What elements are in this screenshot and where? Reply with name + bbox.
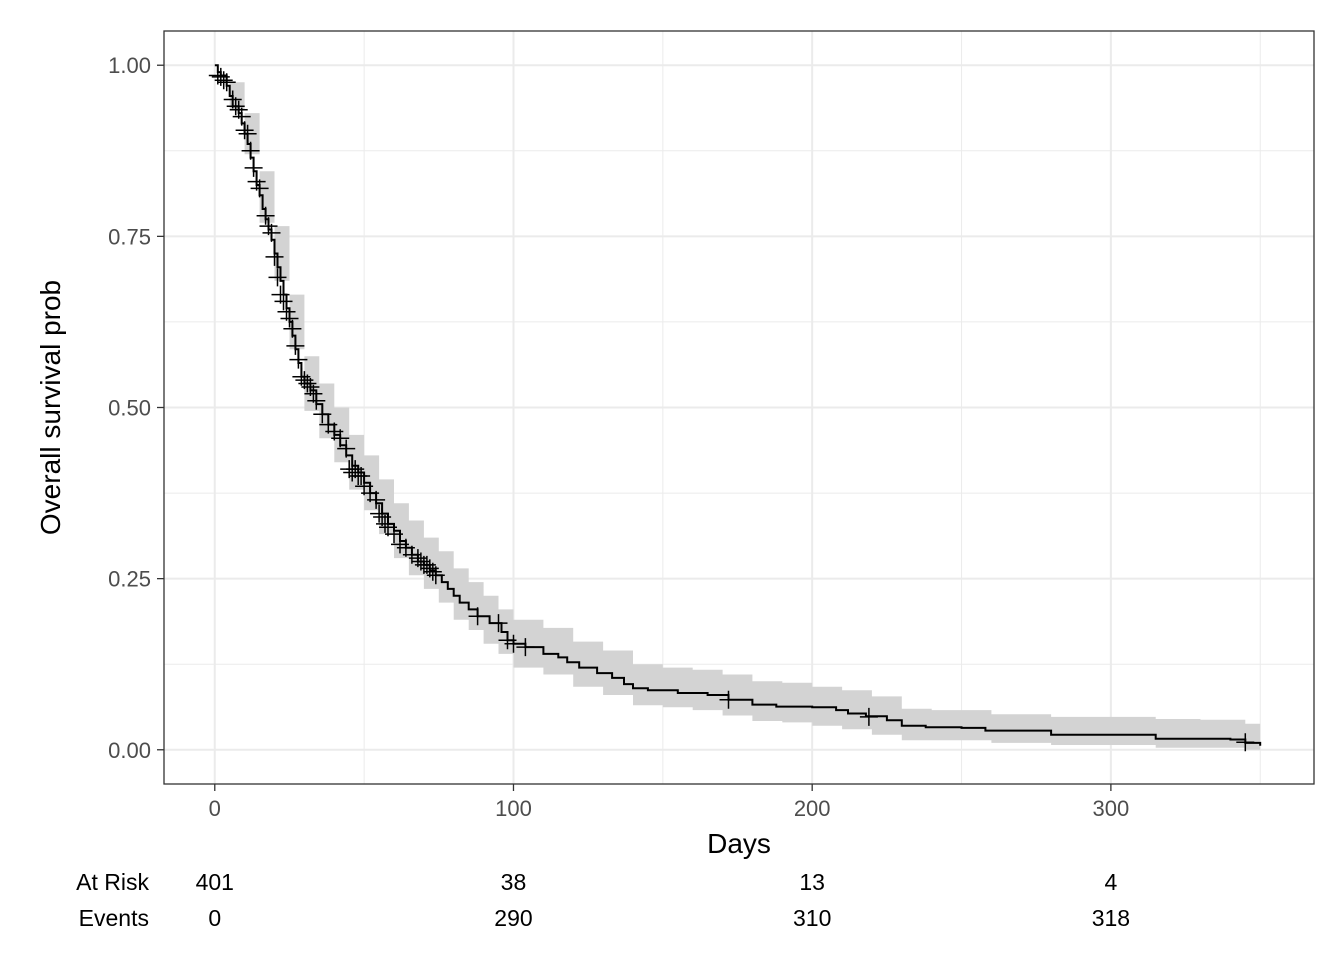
- censor-mark: [489, 614, 508, 633]
- censor-mark: [223, 90, 242, 109]
- censor-mark: [1236, 733, 1255, 752]
- censor-mark: [426, 566, 445, 585]
- risk-table-row-label: Events: [79, 905, 149, 931]
- censor-mark: [214, 71, 233, 90]
- censor-mark: [286, 336, 305, 355]
- y-tick-label: 0.50: [108, 396, 151, 421]
- censor-mark: [229, 100, 248, 119]
- censor-mark: [301, 378, 320, 396]
- censor-mark: [265, 247, 284, 266]
- censor-mark: [217, 73, 236, 92]
- x-tick-label: 300: [1093, 796, 1130, 821]
- risk-table-cell: 38: [501, 869, 527, 895]
- risk-table-cell: 318: [1092, 905, 1130, 931]
- x-tick-label: 100: [495, 796, 532, 821]
- censor-mark: [277, 302, 296, 321]
- y-tick-label: 0.00: [108, 738, 151, 763]
- censor-mark: [373, 508, 392, 526]
- censor-mark: [367, 490, 386, 509]
- censor-mark: [859, 707, 878, 726]
- y-axis-ticks: 0.00 0.25 0.50 0.75 1.00: [108, 53, 164, 763]
- y-axis-title: Overall survival prob: [35, 280, 66, 535]
- censor-mark: [235, 121, 254, 140]
- x-tick-label: 200: [794, 796, 831, 821]
- x-axis-ticks: 0 100 200 300: [209, 784, 1130, 821]
- censor-mark: [468, 607, 487, 626]
- censor-mark: [516, 638, 535, 657]
- censor-mark: [352, 467, 371, 485]
- y-tick-label: 1.00: [108, 53, 151, 78]
- censor-mark: [241, 141, 260, 160]
- censor-mark: [337, 439, 356, 458]
- censor-mark: [376, 514, 394, 533]
- risk-table-cell: 310: [793, 905, 831, 931]
- risk-table-cell: 401: [196, 869, 234, 895]
- censor-mark: [238, 124, 257, 143]
- censor-mark: [274, 292, 293, 311]
- censor-marks: [208, 66, 1255, 752]
- major-gridlines: [164, 31, 1314, 784]
- minor-gridlines: [164, 31, 1314, 784]
- censor-mark: [271, 285, 290, 304]
- risk-table-cell: 4: [1104, 869, 1117, 895]
- censor-mark: [313, 405, 332, 424]
- risk-table-cell: 290: [494, 905, 532, 931]
- risk-table: At Risk 401 38 13 4 Events 0 290 310 318: [76, 869, 1130, 931]
- censor-mark: [331, 429, 350, 448]
- censor-mark: [719, 690, 738, 709]
- censor-mark: [250, 179, 269, 198]
- censor-mark: [247, 172, 266, 191]
- censor-mark: [283, 319, 302, 338]
- censor-mark: [232, 107, 251, 126]
- censor-mark: [370, 504, 389, 523]
- censor-mark: [259, 217, 278, 236]
- censor-mark: [256, 206, 275, 225]
- censor-mark: [289, 350, 308, 369]
- x-axis-title: Days: [707, 828, 771, 859]
- censor-mark: [226, 97, 245, 116]
- x-tick-label: 0: [209, 796, 221, 821]
- censor-mark: [268, 268, 287, 287]
- censor-mark: [307, 391, 326, 410]
- censor-mark: [423, 562, 442, 581]
- risk-table-cell: 13: [799, 869, 825, 895]
- risk-table-row-label: At Risk: [76, 869, 149, 895]
- y-tick-label: 0.75: [108, 224, 151, 249]
- y-tick-label: 0.25: [108, 567, 151, 592]
- risk-table-cell: 0: [208, 905, 221, 931]
- censor-mark: [244, 158, 263, 177]
- censor-mark: [298, 374, 317, 393]
- censor-mark: [385, 525, 403, 544]
- censor-mark: [504, 634, 523, 653]
- censor-mark: [280, 309, 299, 328]
- censor-mark: [304, 384, 323, 403]
- censor-mark: [262, 223, 281, 242]
